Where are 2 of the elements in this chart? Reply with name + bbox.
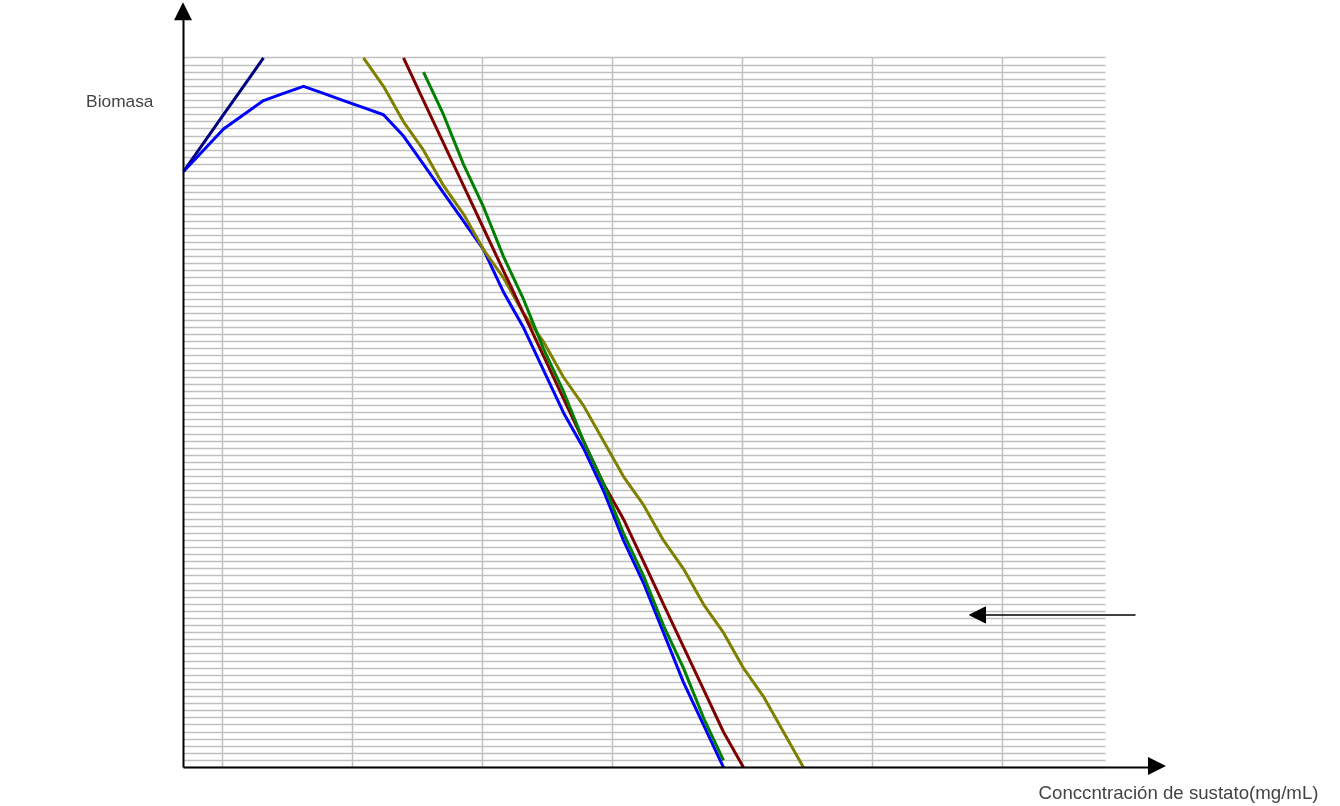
y-axis-title: Biomasa [86, 90, 154, 111]
x-axis-title: Conccntración de sustato(mg/mL) [1038, 781, 1319, 803]
